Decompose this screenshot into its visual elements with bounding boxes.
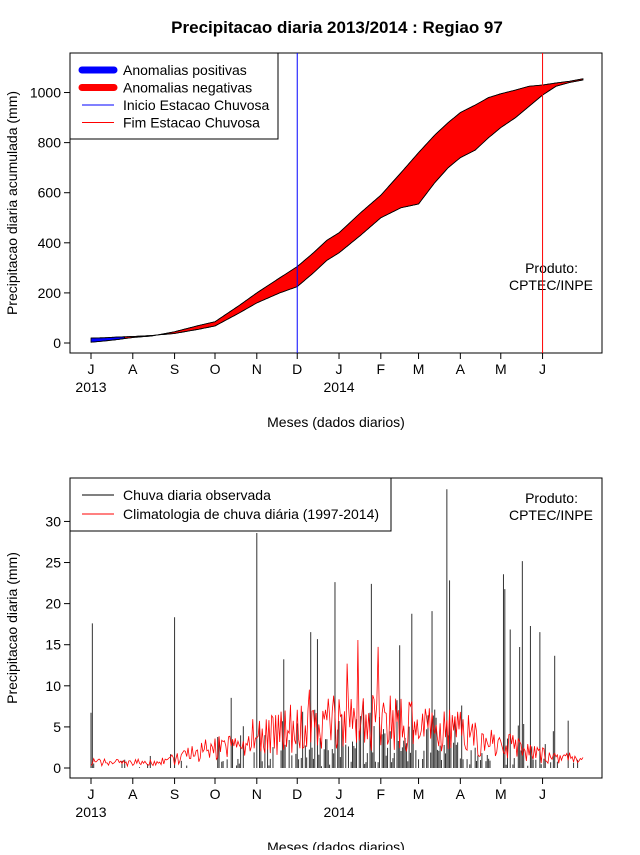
x-tick-label: O [210,361,221,377]
legend-label: Fim Estacao Chuvosa [123,115,260,131]
page-title: Precipitacao diaria 2013/2014 : Regiao 9… [171,18,503,37]
y-axis-label: Precipitacao diaria (mm) [4,552,20,704]
legend-label: Inicio Estacao Chuvosa [123,97,270,113]
product-label-1: Produto: [525,260,578,276]
legend-label: Climatologia de chuva diária (1997-2014) [123,506,379,522]
x-tick-label: M [495,361,507,377]
x-tick-label: D [292,361,302,377]
x-axis-label: Meses (dados diarios) [267,414,405,430]
product-label-2: CPTEC/INPE [509,507,593,523]
x-tick-label: M [413,361,425,377]
cumulative-precipitation-chart: 0 200 400 600 800 1000 J A S O N D J F M A M J 2013 2014 Mes… [4,52,603,430]
y-tick-label: 1000 [30,85,61,101]
x-tick-label: M [495,786,507,802]
y-tick-label: 10 [45,678,61,694]
y-tick-label: 400 [38,235,62,251]
x-tick-label: M [413,786,425,802]
y-axis-label: Precipitacao diaria acumulada (mm) [4,91,20,315]
year-label: 2013 [75,804,106,820]
x-tick-label: J [336,361,343,377]
climatology-daily-line [90,640,584,768]
x-tick-label: N [252,786,262,802]
x-tick-label: J [336,786,343,802]
observed-cumulative-line [90,79,584,339]
x-tick-label: A [456,786,466,802]
legend-label: Anomalias positivas [123,62,247,78]
x-tick-label: F [377,786,386,802]
y-tick-label: 0 [53,335,61,351]
x-tick-label: O [210,786,221,802]
y-tick-label: 0 [53,760,61,776]
y-tick-label: 200 [38,285,62,301]
y-tick-label: 25 [45,555,61,571]
y-tick-label: 20 [45,596,61,612]
y-tick-label: 600 [38,185,62,201]
year-label: 2014 [323,804,354,820]
y-tick-label: 30 [45,513,61,529]
year-label: 2014 [323,379,354,395]
x-tick-label: D [292,786,302,802]
x-tick-label: J [88,786,95,802]
y-tick-label: 5 [53,719,61,735]
legend-box [69,477,392,532]
x-axis-label: Meses (dados diarios) [267,839,405,850]
x-tick-label: F [377,361,386,377]
legend-label: Chuva diaria observada [123,487,271,503]
product-label-2: CPTEC/INPE [509,277,593,293]
x-tick-label: S [170,361,179,377]
x-tick-label: J [88,361,95,377]
climatology-cumulative-line [90,78,584,343]
x-tick-label: A [456,361,466,377]
plot-frame [69,52,603,354]
y-tick-label: 800 [38,135,62,151]
x-tick-label: J [539,786,546,802]
x-tick-label: A [128,786,138,802]
daily-precipitation-chart: 0 5 10 15 20 25 30 J A S O N D J F M A M J 2013 2014 Meses (d… [4,477,603,855]
year-label: 2013 [75,379,106,395]
legend-label: Anomalias negativas [123,80,252,96]
x-tick-label: S [170,786,179,802]
y-tick-label: 15 [45,637,61,653]
product-label-1: Produto: [525,490,578,506]
x-tick-label: J [539,361,546,377]
x-tick-label: N [252,361,262,377]
x-tick-label: A [128,361,138,377]
